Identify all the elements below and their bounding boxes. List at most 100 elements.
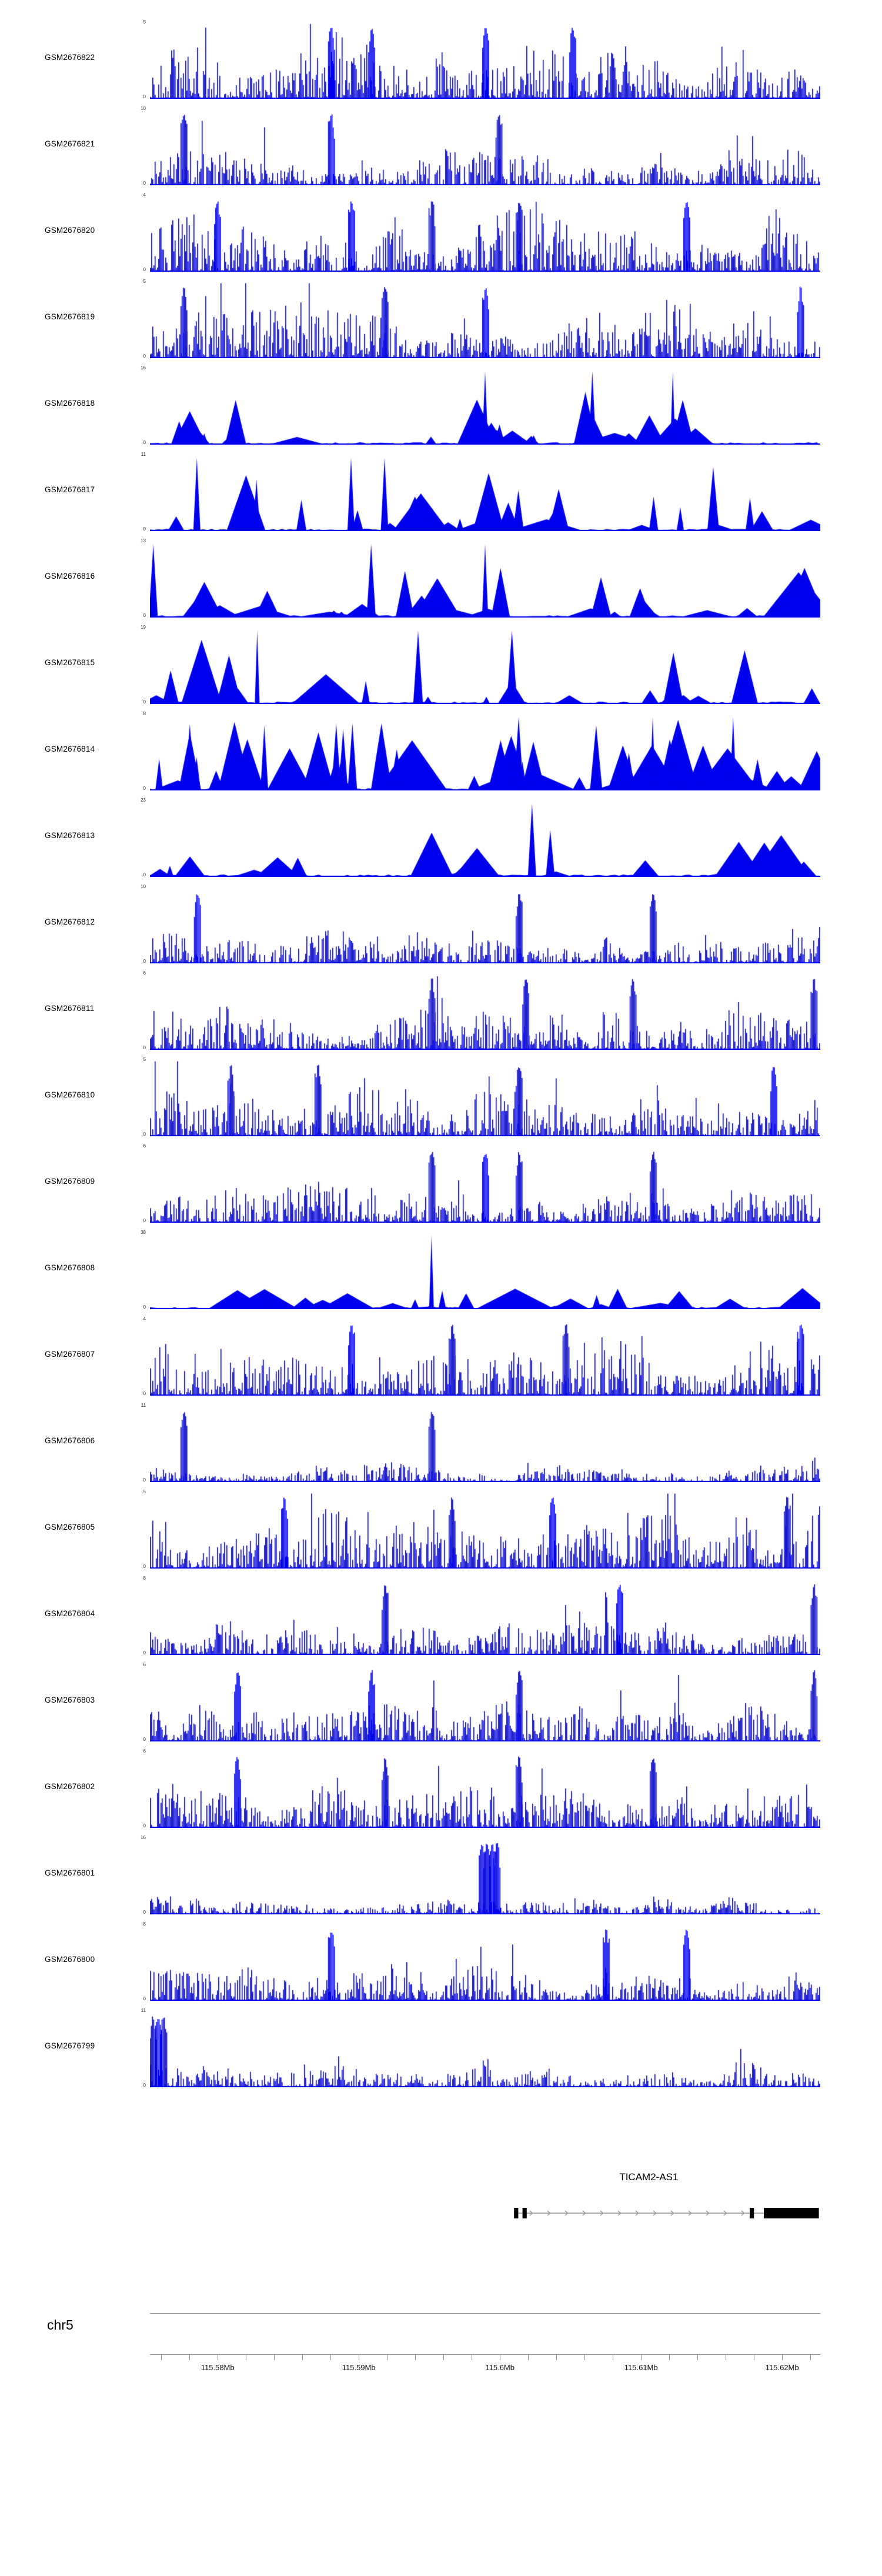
track-ymax-label: 5 xyxy=(143,279,146,284)
strand-arrow-icon xyxy=(688,2210,692,2216)
signal-track-row: GSM2676802 6 0 xyxy=(0,1747,882,1833)
signal-track-row: GSM2676815 19 0 xyxy=(0,623,882,709)
signal-track-row: GSM2676805 5 0 xyxy=(0,1487,882,1574)
track-label: GSM2676810 xyxy=(45,1090,95,1099)
track-label: GSM2676821 xyxy=(45,139,95,148)
signal-track-row: GSM2676807 4 0 xyxy=(0,1314,882,1401)
track-signal-plot xyxy=(150,282,820,358)
track-ymin-label: 0 xyxy=(143,440,146,445)
gene-exon xyxy=(522,2208,527,2218)
track-signal-plot xyxy=(150,22,820,99)
gene-name-label: TICAM2-AS1 xyxy=(619,2171,679,2183)
track-ymin-label: 0 xyxy=(143,267,146,272)
track-ymin-label: 0 xyxy=(143,526,146,532)
track-signal-plot xyxy=(150,109,820,185)
signal-track-row: GSM2676814 8 0 xyxy=(0,709,882,796)
axis-tick-label: 115.6Mb xyxy=(485,2363,515,2372)
track-label: GSM2676809 xyxy=(45,1177,95,1186)
track-label: GSM2676815 xyxy=(45,658,95,667)
signal-track-row: GSM2676813 23 0 xyxy=(0,796,882,882)
track-ymax-label: 6 xyxy=(143,970,146,976)
axis-range-line xyxy=(150,2313,820,2314)
signal-track-row: GSM2676821 10 0 xyxy=(0,104,882,191)
track-ymin-label: 0 xyxy=(143,1823,146,1828)
track-label: GSM2676808 xyxy=(45,1263,95,1272)
track-signal-plot xyxy=(150,1751,820,1828)
track-ymin-label: 0 xyxy=(143,2083,146,2088)
track-ymin-label: 0 xyxy=(143,699,146,705)
axis-tick xyxy=(161,2354,162,2360)
axis-tick-label: 115.61Mb xyxy=(624,2363,658,2372)
track-signal-plot xyxy=(150,1319,820,1396)
track-ymax-label: 4 xyxy=(143,1316,146,1322)
track-ymax-label: 6 xyxy=(143,1662,146,1667)
signal-track-row: GSM2676806 11 0 xyxy=(0,1401,882,1487)
strand-arrow-icon xyxy=(564,2210,569,2216)
track-signal-plot xyxy=(150,628,820,704)
axis-scale-line xyxy=(150,2354,820,2355)
track-signal-plot xyxy=(150,1146,820,1223)
signal-track-row: GSM2676804 8 0 xyxy=(0,1574,882,1660)
track-ymin-label: 0 xyxy=(143,353,146,359)
track-ymin-label: 0 xyxy=(143,1737,146,1742)
track-signal-plot xyxy=(150,1579,820,1655)
track-ymin-label: 0 xyxy=(143,1477,146,1483)
track-ymax-label: 6 xyxy=(143,1749,146,1754)
strand-arrow-icon xyxy=(547,2210,551,2216)
axis-tick xyxy=(443,2354,445,2360)
gene-model xyxy=(514,2208,819,2218)
track-signal-plot xyxy=(150,1406,820,1482)
track-label: GSM2676813 xyxy=(45,831,95,840)
track-signal-plot xyxy=(150,973,820,1050)
track-ymin-label: 0 xyxy=(143,1564,146,1569)
axis-tick-label: 115.58Mb xyxy=(201,2363,235,2372)
axis-tick xyxy=(528,2354,529,2360)
axis-tick xyxy=(641,2354,642,2360)
track-ymin-label: 0 xyxy=(143,1996,146,2001)
signal-track-row: GSM2676810 5 0 xyxy=(0,1055,882,1142)
signal-track-row: GSM2676822 5 0 xyxy=(0,18,882,104)
track-label: GSM2676800 xyxy=(45,1955,95,1964)
track-signal-plot xyxy=(150,455,820,531)
signal-track-row: GSM2676820 4 0 xyxy=(0,191,882,277)
track-ymax-label: 10 xyxy=(141,106,146,111)
track-ymax-label: 23 xyxy=(141,798,146,803)
track-label: GSM2676802 xyxy=(45,1782,95,1791)
track-ymin-label: 0 xyxy=(143,1910,146,1915)
signal-track-row: GSM2676816 13 0 xyxy=(0,536,882,623)
track-ymin-label: 0 xyxy=(143,959,146,964)
track-ymax-label: 38 xyxy=(141,1230,146,1235)
track-signal-plot xyxy=(150,800,820,877)
track-label: GSM2676818 xyxy=(45,399,95,408)
track-ymax-label: 16 xyxy=(141,365,146,371)
track-ymin-label: 0 xyxy=(143,1391,146,1396)
signal-track-row: GSM2676800 8 0 xyxy=(0,1920,882,2006)
signal-track-row: GSM2676808 38 0 xyxy=(0,1228,882,1314)
track-label: GSM2676799 xyxy=(45,2041,95,2050)
axis-tick xyxy=(330,2354,332,2360)
track-signal-plot xyxy=(150,2011,820,2087)
axis-tick xyxy=(274,2354,275,2360)
track-signal-plot xyxy=(150,1060,820,1136)
track-signal-plot xyxy=(150,195,820,272)
track-signal-plot xyxy=(150,887,820,963)
track-ymin-label: 0 xyxy=(143,1650,146,1656)
track-signal-plot xyxy=(150,1665,820,1741)
track-ymin-label: 0 xyxy=(143,786,146,791)
axis-tick xyxy=(782,2354,783,2360)
track-label: GSM2676822 xyxy=(45,53,95,62)
track-ymax-label: 16 xyxy=(141,1835,146,1840)
chromosome-label: chr5 xyxy=(47,2317,74,2333)
axis-tick-label: 115.62Mb xyxy=(765,2363,799,2372)
track-ymax-label: 4 xyxy=(143,192,146,198)
track-label: GSM2676820 xyxy=(45,226,95,235)
track-ymin-label: 0 xyxy=(143,181,146,186)
axis-tick xyxy=(556,2354,557,2360)
track-ymax-label: 8 xyxy=(143,711,146,716)
track-ymax-label: 13 xyxy=(141,538,146,543)
track-label: GSM2676817 xyxy=(45,485,95,494)
axis-tick xyxy=(302,2354,303,2360)
track-ymin-label: 0 xyxy=(143,872,146,877)
gene-exon xyxy=(750,2208,754,2218)
